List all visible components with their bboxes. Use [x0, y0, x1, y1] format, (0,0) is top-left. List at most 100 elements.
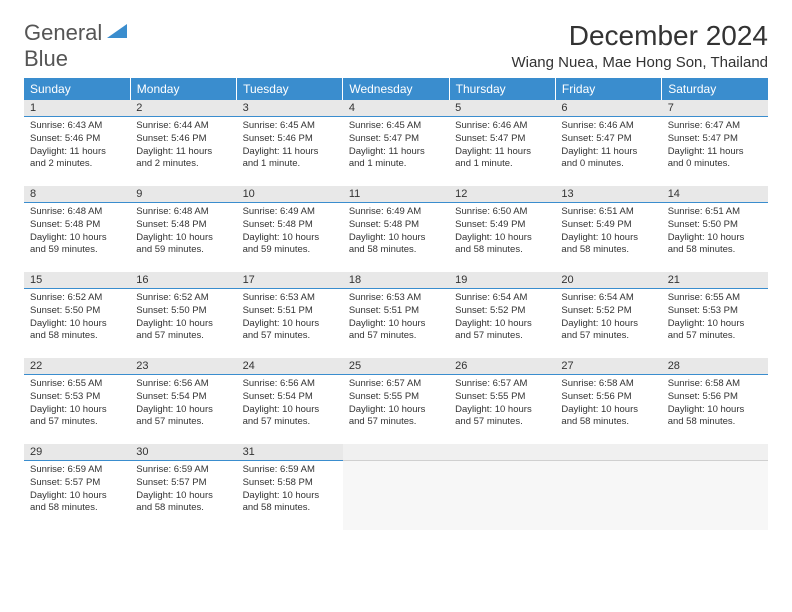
weekday-header-row: SundayMondayTuesdayWednesdayThursdayFrid… — [24, 78, 768, 100]
sunset-line: Sunset: 5:56 PM — [561, 391, 655, 404]
calendar-cell — [555, 444, 661, 530]
calendar-cell: 16Sunrise: 6:52 AMSunset: 5:50 PMDayligh… — [130, 272, 236, 358]
sunset-line: Sunset: 5:48 PM — [136, 219, 230, 232]
day-details: Sunrise: 6:51 AMSunset: 5:50 PMDaylight:… — [662, 203, 768, 260]
day-details: Sunrise: 6:48 AMSunset: 5:48 PMDaylight:… — [130, 203, 236, 260]
calendar-cell: 15Sunrise: 6:52 AMSunset: 5:50 PMDayligh… — [24, 272, 130, 358]
sunset-line: Sunset: 5:54 PM — [136, 391, 230, 404]
sunrise-line: Sunrise: 6:57 AM — [455, 378, 549, 391]
calendar-row: 15Sunrise: 6:52 AMSunset: 5:50 PMDayligh… — [24, 272, 768, 358]
day-number: 10 — [237, 186, 343, 203]
sunset-line: Sunset: 5:50 PM — [30, 305, 124, 318]
calendar-cell: 11Sunrise: 6:49 AMSunset: 5:48 PMDayligh… — [343, 186, 449, 272]
sunset-line: Sunset: 5:49 PM — [455, 219, 549, 232]
day-number: 26 — [449, 358, 555, 375]
day-details: Sunrise: 6:55 AMSunset: 5:53 PMDaylight:… — [24, 375, 130, 432]
day-details: Sunrise: 6:46 AMSunset: 5:47 PMDaylight:… — [555, 117, 661, 174]
daylight-line: Daylight: 11 hours and 2 minutes. — [30, 146, 124, 172]
day-number: 20 — [555, 272, 661, 289]
daylight-line: Daylight: 10 hours and 59 minutes. — [243, 232, 337, 258]
day-number: 31 — [237, 444, 343, 461]
daylight-line: Daylight: 10 hours and 57 minutes. — [243, 318, 337, 344]
calendar-cell: 18Sunrise: 6:53 AMSunset: 5:51 PMDayligh… — [343, 272, 449, 358]
sunset-line: Sunset: 5:53 PM — [30, 391, 124, 404]
day-details: Sunrise: 6:44 AMSunset: 5:46 PMDaylight:… — [130, 117, 236, 174]
daylight-line: Daylight: 10 hours and 58 minutes. — [30, 490, 124, 516]
day-number: 23 — [130, 358, 236, 375]
sunrise-line: Sunrise: 6:52 AM — [136, 292, 230, 305]
weekday-header: Friday — [555, 78, 661, 100]
sunrise-line: Sunrise: 6:49 AM — [349, 206, 443, 219]
calendar-cell: 19Sunrise: 6:54 AMSunset: 5:52 PMDayligh… — [449, 272, 555, 358]
sunset-line: Sunset: 5:51 PM — [243, 305, 337, 318]
daylight-line: Daylight: 10 hours and 58 minutes. — [136, 490, 230, 516]
calendar-cell: 31Sunrise: 6:59 AMSunset: 5:58 PMDayligh… — [237, 444, 343, 530]
calendar-cell — [662, 444, 768, 530]
calendar-row: 8Sunrise: 6:48 AMSunset: 5:48 PMDaylight… — [24, 186, 768, 272]
daylight-line: Daylight: 10 hours and 58 minutes. — [30, 318, 124, 344]
day-number: 3 — [237, 100, 343, 117]
calendar-cell: 12Sunrise: 6:50 AMSunset: 5:49 PMDayligh… — [449, 186, 555, 272]
calendar-cell — [449, 444, 555, 530]
sunrise-line: Sunrise: 6:43 AM — [30, 120, 124, 133]
daylight-line: Daylight: 10 hours and 58 minutes. — [668, 404, 762, 430]
sunrise-line: Sunrise: 6:47 AM — [668, 120, 762, 133]
sunset-line: Sunset: 5:50 PM — [136, 305, 230, 318]
calendar-cell: 8Sunrise: 6:48 AMSunset: 5:48 PMDaylight… — [24, 186, 130, 272]
daylight-line: Daylight: 10 hours and 58 minutes. — [243, 490, 337, 516]
calendar-cell: 30Sunrise: 6:59 AMSunset: 5:57 PMDayligh… — [130, 444, 236, 530]
day-number: 13 — [555, 186, 661, 203]
day-number: 25 — [343, 358, 449, 375]
sunset-line: Sunset: 5:52 PM — [561, 305, 655, 318]
calendar-cell: 17Sunrise: 6:53 AMSunset: 5:51 PMDayligh… — [237, 272, 343, 358]
daylight-line: Daylight: 10 hours and 58 minutes. — [455, 232, 549, 258]
day-number: 24 — [237, 358, 343, 375]
day-number: 30 — [130, 444, 236, 461]
sunrise-line: Sunrise: 6:54 AM — [455, 292, 549, 305]
title-block: December 2024 Wiang Nuea, Mae Hong Son, … — [511, 20, 768, 71]
day-details: Sunrise: 6:45 AMSunset: 5:47 PMDaylight:… — [343, 117, 449, 174]
logo-text-1: General — [24, 20, 102, 45]
sunset-line: Sunset: 5:55 PM — [349, 391, 443, 404]
day-details: Sunrise: 6:43 AMSunset: 5:46 PMDaylight:… — [24, 117, 130, 174]
sunrise-line: Sunrise: 6:56 AM — [243, 378, 337, 391]
calendar-table: SundayMondayTuesdayWednesdayThursdayFrid… — [24, 78, 768, 530]
calendar-cell: 22Sunrise: 6:55 AMSunset: 5:53 PMDayligh… — [24, 358, 130, 444]
day-details: Sunrise: 6:51 AMSunset: 5:49 PMDaylight:… — [555, 203, 661, 260]
daylight-line: Daylight: 10 hours and 57 minutes. — [561, 318, 655, 344]
sunset-line: Sunset: 5:53 PM — [668, 305, 762, 318]
day-details: Sunrise: 6:52 AMSunset: 5:50 PMDaylight:… — [130, 289, 236, 346]
day-number: 1 — [24, 100, 130, 117]
weekday-header: Wednesday — [343, 78, 449, 100]
sunrise-line: Sunrise: 6:58 AM — [668, 378, 762, 391]
day-number: 22 — [24, 358, 130, 375]
daylight-line: Daylight: 10 hours and 59 minutes. — [30, 232, 124, 258]
sunrise-line: Sunrise: 6:58 AM — [561, 378, 655, 391]
logo-text-2: Blue — [24, 46, 68, 71]
daylight-line: Daylight: 10 hours and 57 minutes. — [349, 318, 443, 344]
day-number: 28 — [662, 358, 768, 375]
calendar-cell: 27Sunrise: 6:58 AMSunset: 5:56 PMDayligh… — [555, 358, 661, 444]
sunrise-line: Sunrise: 6:56 AM — [136, 378, 230, 391]
day-number: 14 — [662, 186, 768, 203]
empty-day-header — [662, 444, 768, 461]
day-details: Sunrise: 6:46 AMSunset: 5:47 PMDaylight:… — [449, 117, 555, 174]
weekday-header: Sunday — [24, 78, 130, 100]
sunrise-line: Sunrise: 6:59 AM — [30, 464, 124, 477]
sunset-line: Sunset: 5:55 PM — [455, 391, 549, 404]
sunset-line: Sunset: 5:47 PM — [349, 133, 443, 146]
day-details: Sunrise: 6:58 AMSunset: 5:56 PMDaylight:… — [662, 375, 768, 432]
day-number: 15 — [24, 272, 130, 289]
day-details: Sunrise: 6:59 AMSunset: 5:58 PMDaylight:… — [237, 461, 343, 518]
calendar-cell: 3Sunrise: 6:45 AMSunset: 5:46 PMDaylight… — [237, 100, 343, 186]
calendar-cell: 20Sunrise: 6:54 AMSunset: 5:52 PMDayligh… — [555, 272, 661, 358]
day-details: Sunrise: 6:49 AMSunset: 5:48 PMDaylight:… — [237, 203, 343, 260]
sunset-line: Sunset: 5:51 PM — [349, 305, 443, 318]
sunrise-line: Sunrise: 6:46 AM — [561, 120, 655, 133]
day-number: 27 — [555, 358, 661, 375]
logo-text: General Blue — [24, 20, 131, 72]
day-number: 12 — [449, 186, 555, 203]
sunset-line: Sunset: 5:56 PM — [668, 391, 762, 404]
calendar-cell: 9Sunrise: 6:48 AMSunset: 5:48 PMDaylight… — [130, 186, 236, 272]
sunset-line: Sunset: 5:54 PM — [243, 391, 337, 404]
